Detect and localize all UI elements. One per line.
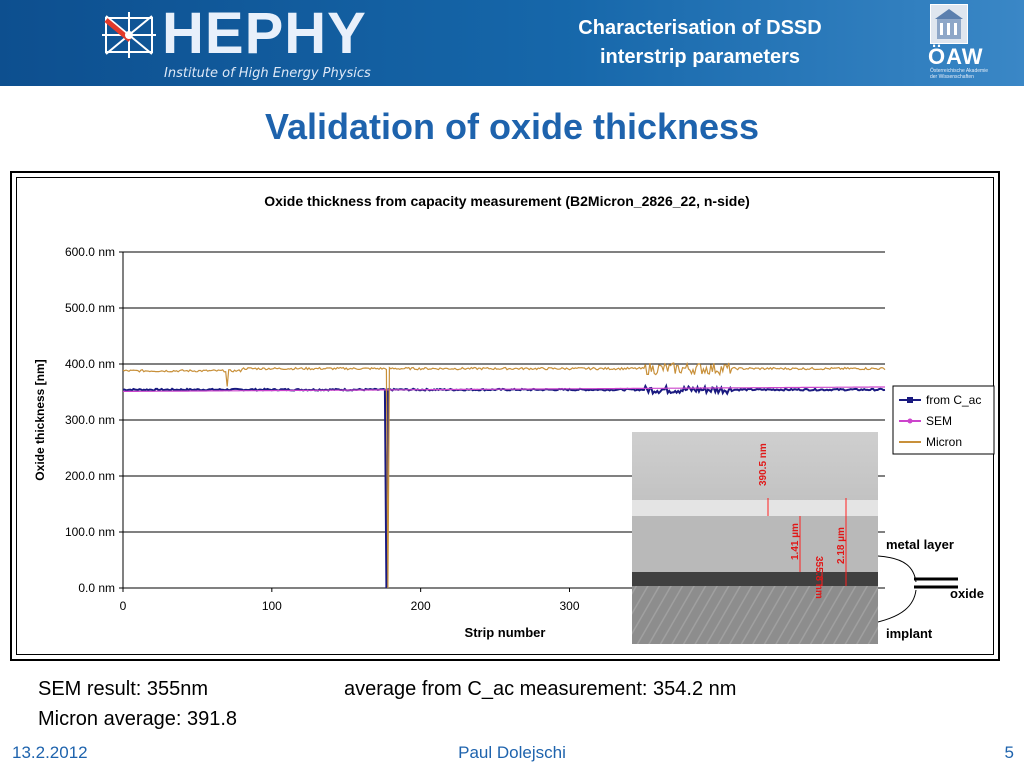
series-line-sem	[123, 386, 885, 392]
oxide-label: oxide	[950, 586, 984, 601]
sem-label-oxide: 355.8 nm	[813, 556, 824, 599]
oaw-subtitle: Österreichische Akademie der Wissenschaf…	[930, 68, 989, 80]
metal-layer-label: metal layer	[886, 537, 954, 552]
capacitor-symbol-icon	[878, 555, 958, 623]
footer-date: 13.2.2012	[12, 743, 88, 762]
y-tick-label: 400.0 nm	[65, 357, 115, 371]
logo-subtitle: Institute of High Energy Physics	[164, 66, 371, 81]
y-tick-label: 100.0 nm	[65, 525, 115, 539]
series-line-micron	[122, 361, 886, 589]
micron-average-note: Micron average: 391.8	[38, 708, 238, 730]
sem-label-total: 2.18 µm	[836, 527, 847, 564]
series-lines	[122, 361, 886, 589]
oaw-wordmark: ÖAW	[928, 44, 984, 69]
sem-label-implant-1: 1.41 µm	[790, 523, 801, 560]
chart-legend: from C_ac SEM Micron	[892, 385, 995, 455]
cac-average-note: average from C_ac measurement: 354.2 nm	[344, 678, 737, 700]
hephy-logo: HEPHY Institute of High Energy Physics	[100, 1, 390, 82]
x-tick-label: 100	[262, 599, 282, 613]
slide-title: Validation of oxide thickness	[264, 106, 760, 147]
legend-marker	[907, 397, 913, 403]
sem-label-metal: 390.5 nm	[758, 443, 769, 486]
y-tick-label: 200.0 nm	[65, 469, 115, 483]
presentation-title-line2: interstrip parameters	[599, 46, 801, 68]
footer-page-number: 5	[1004, 743, 1014, 762]
legend-label: Micron	[926, 435, 962, 449]
y-tick-label: 300.0 nm	[65, 413, 115, 427]
x-tick-label: 200	[411, 599, 431, 613]
y-tick-label: 0.0 nm	[78, 581, 115, 595]
logo-wordmark: HEPHY	[162, 1, 367, 66]
oaw-logo: ÖAW Österreichische Akademie der Wissens…	[928, 4, 994, 84]
building-icon	[930, 4, 968, 44]
sem-cross-section-image: 390.5 nm 1.41 µm 355.8 nm 2.18 µm	[632, 432, 878, 644]
x-axis-label: Strip number	[465, 625, 546, 640]
footer-author: Paul Dolejschi	[458, 743, 566, 762]
sem-result-note: SEM result: 355nm	[38, 678, 209, 700]
y-tick-label: 500.0 nm	[65, 301, 115, 315]
chart-frame	[10, 171, 1000, 661]
y-axis-label: Oxide thickness [nm]	[33, 359, 47, 480]
legend-marker	[907, 418, 913, 424]
presentation-title: Characterisation of DSSD interstrip para…	[520, 14, 880, 72]
legend-label: from C_ac	[926, 393, 981, 407]
implant-label: implant	[886, 626, 933, 641]
header-banner: HEPHY Institute of High Energy Physics C…	[0, 0, 1024, 86]
presentation-title-line1: Characterisation of DSSD	[578, 17, 822, 39]
y-tick-label: 600.0 nm	[65, 245, 115, 259]
x-tick-label: 300	[559, 599, 579, 613]
legend-label: SEM	[926, 414, 952, 428]
chart-title: Oxide thickness from capacity measuremen…	[264, 193, 750, 209]
axis-ticks: 0.0 nm 100.0 nm 200.0 nm 300.0 nm 400.0 nm 50…	[65, 245, 580, 613]
starburst-icon	[102, 12, 156, 58]
x-tick-label: 0	[120, 599, 127, 613]
